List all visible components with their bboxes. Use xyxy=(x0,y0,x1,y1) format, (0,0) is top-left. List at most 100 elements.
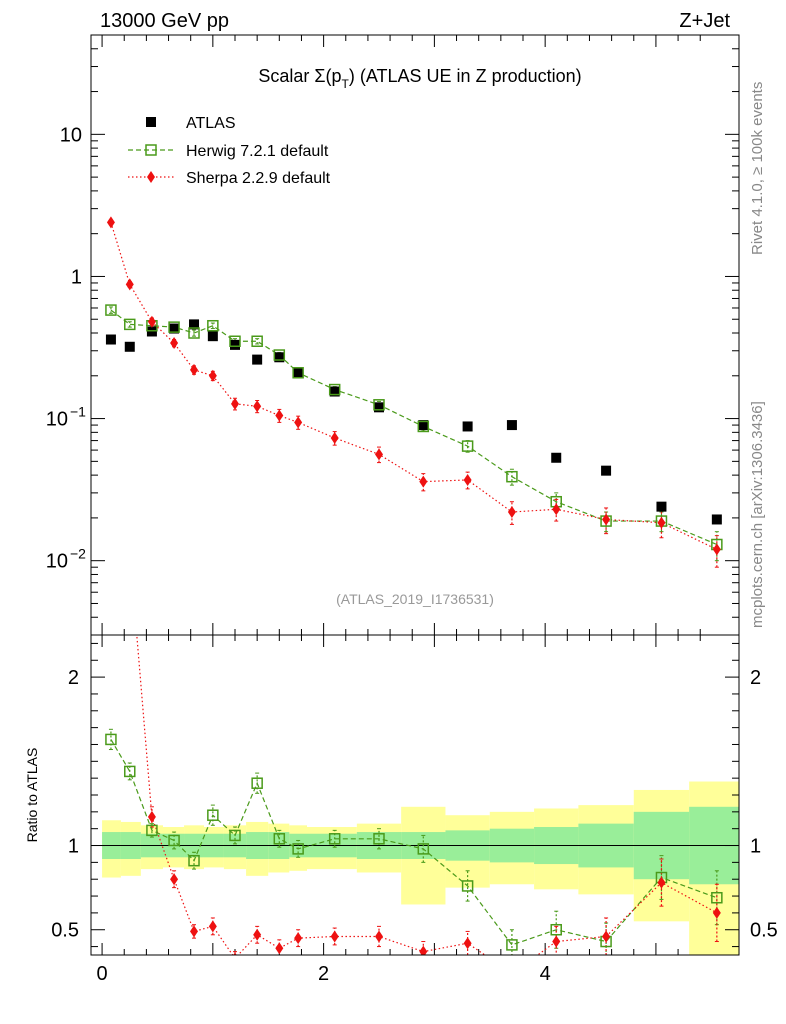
sherpa-point xyxy=(208,369,217,382)
atlas-point xyxy=(418,420,429,431)
sherpa-ratio-point xyxy=(657,876,666,889)
rivet-label: Rivet 4.1.0, ≥ 100k events xyxy=(749,82,766,255)
atlas-point xyxy=(105,334,116,345)
legend-marker-atlas xyxy=(146,117,156,127)
sherpa-ratio-point xyxy=(508,968,516,980)
herwig-ratio-point xyxy=(328,833,341,845)
atlas-point xyxy=(656,501,667,512)
title-close: ) (ATLAS UE in Z production) xyxy=(349,66,582,86)
sherpa-point xyxy=(657,516,666,529)
y-tick-label: 2 xyxy=(68,667,79,689)
x-tick-labels: 0 2 4 xyxy=(97,963,551,985)
sherpa-point xyxy=(275,409,284,422)
y-tick-exponent: −2 xyxy=(70,546,86,562)
sherpa-point xyxy=(147,315,156,328)
y-tick-label: 10 xyxy=(46,551,68,573)
herwig-point xyxy=(417,420,430,433)
analysis-id: (ATLAS_2019_I1736531) xyxy=(336,591,494,607)
herwig-point xyxy=(124,318,136,331)
sherpa-point xyxy=(125,278,134,291)
herwig-ratio-point xyxy=(550,923,562,936)
mcplots-label: mcplots.cern.ch [arXiv:1306.3436] xyxy=(749,401,766,628)
herwig-point xyxy=(229,335,241,347)
herwig-ratio-point xyxy=(373,833,385,845)
herwig-ratio-point xyxy=(146,824,158,837)
ratio-data-layer xyxy=(91,635,739,980)
herwig-ratio-point xyxy=(168,834,180,847)
herwig-ratio-point xyxy=(105,733,117,746)
ratio-panel: 0.5 0.5 1 1 2 2 Ratio to ATLAS xyxy=(24,634,778,980)
atlas-point xyxy=(293,367,304,378)
atlas-point xyxy=(230,339,240,350)
sherpa-line xyxy=(110,222,718,550)
herwig-point xyxy=(188,327,200,339)
ratio-ylabel: Ratio to ATLAS xyxy=(24,748,40,843)
atlas-point xyxy=(374,402,384,413)
sherpa-ratio-point xyxy=(253,928,262,941)
y-tick-label: 10 xyxy=(60,124,82,146)
sherpa-ratio-point xyxy=(275,942,284,955)
y-tick-label: 1 xyxy=(71,266,82,288)
sherpa-point xyxy=(602,513,611,526)
atlas-point xyxy=(462,421,473,432)
main-data-layer xyxy=(105,216,723,568)
legend-label-atlas: ATLAS xyxy=(186,115,236,132)
legend-label-sherpa: Sherpa 2.2.9 default xyxy=(186,170,331,187)
sherpa-ratio-point xyxy=(375,930,383,943)
atlas-point xyxy=(711,514,722,525)
herwig-ratio-point xyxy=(229,829,241,842)
legend: ATLAS Herwig 7.2.1 default Sherpa 2.2.9 … xyxy=(128,115,331,187)
herwig-point xyxy=(168,321,180,333)
herwig-ratio-point xyxy=(711,891,723,904)
legend-label-herwig: Herwig 7.2.1 default xyxy=(186,143,329,160)
left-title: 13000 GeV pp xyxy=(100,10,229,32)
chart-title: Scalar Σ(pT) (ATLAS UE in Z production) xyxy=(258,66,581,91)
sherpa-point xyxy=(106,216,115,229)
herwig-ratio-point xyxy=(207,809,219,821)
atlas-point xyxy=(189,319,200,330)
atlas-point xyxy=(124,341,135,352)
herwig-ratio-point xyxy=(506,939,518,951)
herwig-ratio-point xyxy=(292,843,304,855)
sherpa-point xyxy=(253,400,262,413)
sherpa-point xyxy=(419,475,428,488)
sherpa-point xyxy=(712,543,721,556)
sherpa-point xyxy=(190,363,199,376)
sherpa-ratio-point xyxy=(170,873,179,886)
y-tick-label-right: 0.5 xyxy=(750,920,778,942)
y-tick-label: 0.5 xyxy=(51,920,79,942)
atlas-point xyxy=(329,386,340,397)
herwig-point xyxy=(207,319,219,332)
sherpa-point xyxy=(330,431,339,444)
herwig-point xyxy=(461,440,474,452)
legend-marker-sherpa xyxy=(147,171,155,183)
y-tick-exponent: −1 xyxy=(70,404,86,420)
herwig-point xyxy=(328,383,341,396)
x-tick-label: 4 xyxy=(540,963,551,985)
sherpa-ratio-point xyxy=(233,952,237,955)
sherpa-ratio-point xyxy=(419,945,428,955)
sherpa-ratio-point xyxy=(147,810,156,823)
title-scalar: Scalar Σ(p xyxy=(258,66,341,86)
herwig-point xyxy=(105,304,117,316)
sherpa-point xyxy=(294,416,303,429)
atlas-point xyxy=(207,331,218,342)
sherpa-ratio-point xyxy=(712,906,721,919)
herwig-ratio-point xyxy=(461,880,474,892)
y-tick-label: 10 xyxy=(46,409,68,431)
herwig-line xyxy=(110,309,718,546)
ratio-ticks: 0.5 0.5 1 1 2 2 xyxy=(51,635,778,948)
atlas-point xyxy=(551,452,562,463)
sherpa-point xyxy=(231,397,239,410)
sherpa-point xyxy=(552,503,561,516)
y-tick-label-right: 1 xyxy=(750,836,761,858)
y-tick-label: 1 xyxy=(68,836,79,858)
herwig-ratio-line xyxy=(110,739,718,946)
herwig-ratio-point xyxy=(273,833,286,845)
x-tick-label: 2 xyxy=(318,963,329,985)
sherpa-point xyxy=(463,473,472,486)
title-subscript: T xyxy=(342,77,350,91)
